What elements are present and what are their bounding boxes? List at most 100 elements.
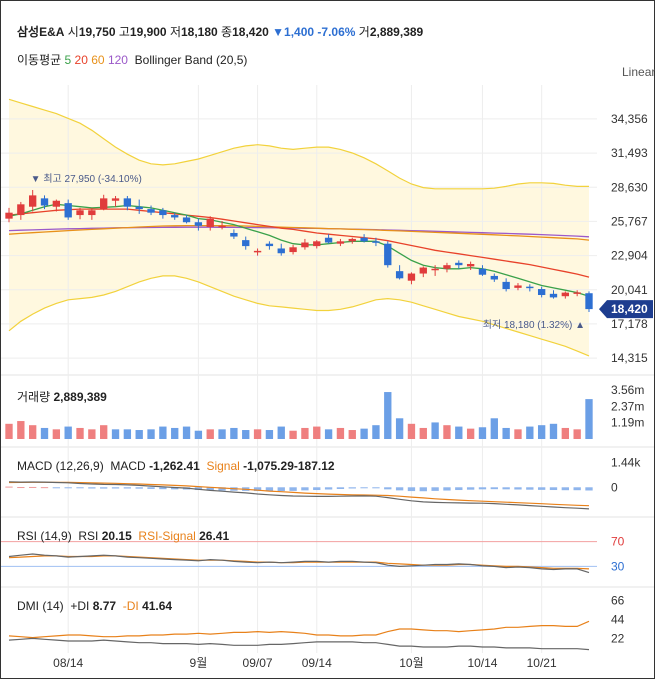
candle-body[interactable] [52, 200, 61, 207]
volume-bar[interactable] [431, 422, 439, 439]
volume-bar[interactable] [182, 426, 191, 439]
candle-body[interactable] [455, 262, 463, 266]
candle-body[interactable] [64, 203, 72, 218]
volume-bar[interactable] [478, 427, 487, 439]
volume-bar[interactable] [384, 392, 392, 439]
candle-body[interactable] [242, 240, 250, 247]
candle-body[interactable] [585, 293, 593, 310]
candle-body[interactable] [277, 248, 285, 254]
volume-bar[interactable] [147, 429, 155, 439]
volume-bar[interactable] [395, 418, 404, 439]
candle-body[interactable] [159, 210, 167, 216]
volume-bar[interactable] [5, 423, 13, 439]
volume-bar[interactable] [324, 429, 333, 439]
volume-bar[interactable] [135, 430, 143, 439]
volume-bar[interactable] [514, 429, 522, 439]
volume-bar[interactable] [100, 425, 108, 439]
candle-body[interactable] [88, 210, 96, 216]
volume-bar[interactable] [443, 425, 451, 439]
candle-body[interactable] [123, 198, 132, 207]
candle-body[interactable] [17, 204, 25, 216]
candle-body[interactable] [29, 195, 37, 207]
candle-body[interactable] [537, 289, 546, 296]
candle-body[interactable] [360, 237, 368, 242]
candle-body[interactable] [526, 286, 534, 289]
volume-bar[interactable] [123, 429, 132, 439]
volume-bar[interactable] [52, 429, 61, 439]
candle-body[interactable] [324, 237, 333, 243]
volume-bar[interactable] [348, 430, 356, 439]
candle-body[interactable] [419, 267, 427, 274]
candle-body[interactable] [443, 265, 451, 269]
candle-body[interactable] [230, 232, 238, 237]
volume-bar[interactable] [407, 423, 416, 439]
volume-bar[interactable] [253, 429, 262, 439]
scale-mode[interactable]: Linear [622, 65, 655, 79]
candle-body[interactable] [407, 273, 416, 281]
indicator-legend[interactable]: 이동평균 5 20 60 120 Bollinger Band (20,5) [17, 51, 247, 68]
volume-bar[interactable] [336, 427, 345, 439]
volume-bar[interactable] [218, 429, 226, 439]
candle-body[interactable] [5, 212, 13, 219]
volume-bar[interactable] [301, 427, 309, 439]
candle-body[interactable] [384, 243, 392, 266]
candle-body[interactable] [478, 268, 487, 275]
candle-body[interactable] [135, 206, 143, 210]
volume-bar[interactable] [230, 427, 238, 439]
candle-body[interactable] [301, 242, 309, 248]
volume-bar[interactable] [585, 399, 593, 439]
volume-bar[interactable] [526, 426, 534, 439]
volume-bar[interactable] [265, 430, 274, 439]
volume-bar[interactable] [111, 429, 120, 439]
candle-body[interactable] [502, 281, 510, 290]
volume-bar[interactable] [194, 430, 203, 439]
candle-body[interactable] [395, 271, 404, 279]
candle-body[interactable] [490, 275, 498, 280]
candle-body[interactable] [289, 247, 297, 253]
candle-body[interactable] [194, 222, 203, 226]
volume-bar[interactable] [561, 427, 569, 439]
candle-body[interactable] [313, 241, 321, 247]
volume-bar[interactable] [206, 429, 214, 439]
volume-bar[interactable] [549, 423, 558, 439]
volume-bar[interactable] [40, 427, 49, 439]
volume-bar[interactable] [419, 427, 427, 439]
volume-bar[interactable] [502, 427, 510, 439]
candle-body[interactable] [561, 292, 569, 297]
candle-body[interactable] [372, 241, 380, 243]
volume-bar[interactable] [455, 426, 463, 439]
candle-body[interactable] [265, 243, 274, 247]
volume-bar[interactable] [573, 429, 581, 439]
candle-body[interactable] [206, 218, 214, 227]
volume-bar[interactable] [76, 427, 84, 439]
candle-body[interactable] [171, 215, 179, 218]
volume-bar[interactable] [289, 430, 297, 439]
volume-bar[interactable] [242, 430, 250, 439]
volume-bar[interactable] [372, 425, 380, 439]
candle-body[interactable] [40, 198, 49, 206]
candle-body[interactable] [549, 293, 558, 298]
candle-body[interactable] [253, 250, 262, 253]
volume-bar[interactable] [64, 426, 72, 439]
volume-bar[interactable] [171, 427, 179, 439]
candle-body[interactable] [466, 263, 475, 267]
volume-bar[interactable] [537, 425, 546, 439]
candle-body[interactable] [147, 209, 155, 213]
candle-body[interactable] [111, 198, 120, 201]
volume-bar[interactable] [88, 429, 96, 439]
volume-bar[interactable] [29, 425, 37, 439]
candle-body[interactable] [431, 268, 439, 271]
candle-body[interactable] [100, 198, 108, 210]
volume-bar[interactable] [277, 426, 285, 439]
candle-body[interactable] [182, 217, 191, 223]
volume-bar[interactable] [466, 428, 475, 439]
candle-body[interactable] [336, 241, 345, 244]
candle-body[interactable] [348, 238, 356, 242]
volume-bar[interactable] [490, 418, 498, 439]
candle-body[interactable] [573, 292, 581, 294]
volume-bar[interactable] [313, 426, 321, 439]
candle-body[interactable] [76, 210, 84, 216]
volume-bar[interactable] [360, 428, 368, 439]
candle-body[interactable] [218, 225, 226, 228]
